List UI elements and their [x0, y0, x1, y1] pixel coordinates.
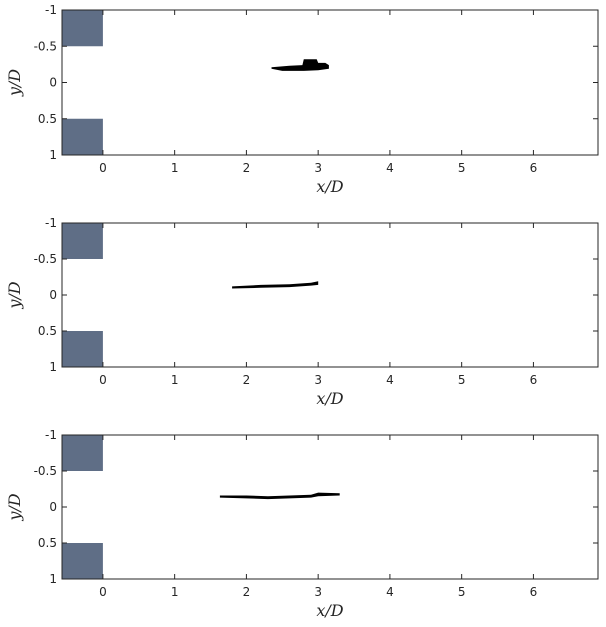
- x-tick-label: 2: [243, 585, 251, 599]
- x-tick-label: 0: [99, 373, 107, 387]
- obstacle-block: [62, 331, 103, 367]
- x-tick-label: 5: [458, 585, 466, 599]
- x-tick-label: 4: [386, 373, 394, 387]
- y-tick-label: 1: [49, 148, 57, 162]
- plot-area: [62, 10, 598, 155]
- x-tick-label: 1: [171, 373, 179, 387]
- y-tick-label: -1: [45, 216, 57, 230]
- obstacle-block: [62, 543, 103, 579]
- x-tick-label: 2: [243, 161, 251, 175]
- x-axis-label: x/D: [316, 177, 343, 196]
- y-tick-label: 0.5: [38, 112, 57, 126]
- y-axis-label: y/D: [5, 69, 24, 97]
- plot-area: [62, 223, 598, 367]
- obstacle-block: [62, 118, 103, 155]
- x-tick-label: 0: [99, 161, 107, 175]
- x-tick-label: 3: [314, 161, 322, 175]
- x-tick-label: 4: [386, 585, 394, 599]
- y-tick-label: 0: [49, 76, 57, 90]
- y-tick-label: 0: [49, 288, 57, 302]
- x-tick-label: 6: [530, 373, 538, 387]
- x-tick-label: 0: [99, 585, 107, 599]
- x-tick-label: 3: [314, 373, 322, 387]
- y-tick-label: -0.5: [34, 252, 57, 266]
- x-tick-label: 2: [243, 373, 251, 387]
- y-tick-label: -0.5: [34, 39, 57, 53]
- y-axis-label: y/D: [5, 281, 24, 309]
- y-tick-label: 0.5: [38, 324, 57, 338]
- x-tick-label: 3: [314, 585, 322, 599]
- y-tick-label: 1: [49, 360, 57, 374]
- x-tick-label: 5: [458, 161, 466, 175]
- x-tick-label: 6: [530, 161, 538, 175]
- plot-area: [62, 435, 598, 579]
- y-tick-label: 0.5: [38, 536, 57, 550]
- x-tick-label: 4: [386, 161, 394, 175]
- chart-panel-2: 0 1 2 3 4 5 6 -1 -0.5 0 0.5 1 x/D y/D: [5, 216, 599, 408]
- y-tick-label: 0: [49, 500, 57, 514]
- chart-panel-3: 0 1 2 3 4 5 6 -1 -0.5 0 0.5 1 x/D y/D: [5, 428, 599, 620]
- x-axis-label: x/D: [316, 389, 343, 408]
- y-tick-label: -1: [45, 3, 57, 17]
- x-tick-label: 1: [171, 161, 179, 175]
- y-tick-label: -1: [45, 428, 57, 442]
- streak-region: [219, 492, 340, 500]
- x-tick-label: 5: [458, 373, 466, 387]
- obstacle-block: [62, 435, 103, 471]
- streak-region: [232, 281, 319, 289]
- chart-panel-1: 0 1 2 3 4 5 6 -1 -0.5 0 0.5 1 x/D y/D: [5, 3, 599, 196]
- x-tick-label: 1: [171, 585, 179, 599]
- streak-region: [271, 59, 329, 71]
- y-tick-label: -0.5: [34, 464, 57, 478]
- y-tick-label: 1: [49, 572, 57, 586]
- x-axis-label: x/D: [316, 601, 343, 620]
- obstacle-block: [62, 223, 103, 259]
- y-axis-label: y/D: [5, 493, 24, 521]
- x-tick-label: 6: [530, 585, 538, 599]
- obstacle-block: [62, 10, 103, 47]
